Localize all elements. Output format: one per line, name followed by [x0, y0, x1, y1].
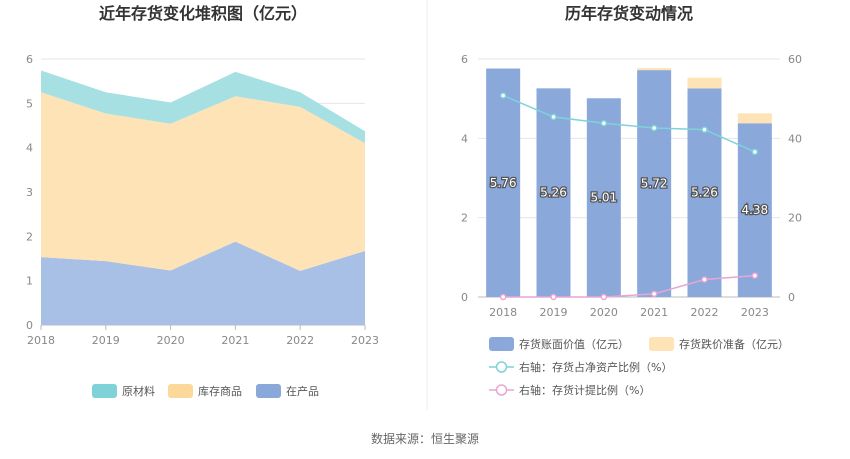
left-y-tick-label: 6 — [26, 53, 33, 66]
right-legend-marker — [495, 361, 508, 373]
point-inventory-to-net-assets — [751, 148, 759, 156]
right-legend-label: 存货账面价值（亿元） — [519, 337, 629, 351]
bar-impairment-provision — [737, 113, 772, 124]
right-x-tick-label: 2023 — [741, 306, 769, 319]
left-x-tick-label: 2020 — [157, 334, 185, 347]
bar-value-label: 5.01 — [590, 191, 617, 205]
right-x-ticks: 2018 2019 2020 2021 2022 2023 — [489, 306, 769, 319]
left-y-tick-label: 0 — [26, 319, 33, 332]
right-legend-label: 存货跌价准备（亿元） — [679, 337, 789, 351]
right-legend-swatch — [489, 337, 514, 351]
bar-book-value — [687, 88, 722, 297]
point-provision-ratio — [499, 293, 507, 301]
area-在产品 — [41, 241, 365, 325]
point-provision-ratio — [650, 290, 658, 298]
right-x-tick-label: 2019 — [540, 306, 568, 319]
left-legend-swatch — [256, 384, 281, 398]
bar-book-value — [586, 98, 621, 298]
left-legend-swatch — [168, 384, 193, 398]
left-x-tick-label: 2019 — [92, 334, 120, 347]
bar-book-value — [486, 68, 521, 298]
right-bars — [486, 68, 772, 298]
left-x-tick-label: 2023 — [351, 334, 379, 347]
right-grid — [478, 58, 780, 298]
point-provision-ratio — [701, 276, 708, 283]
left-x-tick-label: 2021 — [221, 334, 249, 347]
bar-impairment-provision — [687, 77, 722, 89]
right-y2-tick-label: 60 — [788, 53, 802, 66]
right-y-tick-label: 0 — [461, 291, 468, 304]
right-y-tick-label: 2 — [461, 212, 468, 225]
data-source: 数据来源：恒生聚源 — [371, 431, 479, 446]
bar-value-label: 4.38 — [741, 203, 768, 217]
left-legend-label: 库存商品 — [198, 384, 242, 398]
right-y-ticks: 0 2 4 6 — [461, 53, 468, 304]
right-legend-label: 右轴：存货计提比例（%） — [519, 383, 650, 397]
right-y2-tick-label: 0 — [788, 291, 795, 304]
left-legend-label: 在产品 — [286, 384, 319, 398]
left-y-tick-label: 4 — [26, 142, 33, 155]
right-chart-title: 历年存货变动情况 — [565, 4, 693, 23]
bar-value-label: 5.72 — [641, 177, 668, 191]
point-provision-ratio — [751, 272, 759, 279]
bar-book-value — [637, 70, 672, 298]
area-库存商品 — [41, 92, 365, 271]
right-x-tick-label: 2021 — [640, 306, 668, 319]
bar-value-label: 5.26 — [691, 186, 718, 200]
bar-value-label: 5.76 — [490, 176, 517, 190]
left-chart-title: 近年存货变化堆积图（亿元） — [99, 4, 307, 23]
right-y2-ticks: 0 20 40 60 — [788, 53, 802, 304]
right-legend: 存货账面价值（亿元） 存货跌价准备（亿元） 右轴：存货占净资产比例（%） 右轴：存货计… — [489, 337, 789, 397]
line-inventory-to-net-assets — [502, 94, 756, 153]
left-legend-label: 原材料 — [122, 384, 155, 398]
left-y-tick-label: 2 — [26, 230, 33, 243]
line-provision-ratio — [503, 274, 755, 298]
left-areas — [41, 70, 365, 325]
right-x-tick-label: 2018 — [489, 306, 517, 319]
left-x-ticks: 2018 2019 2020 2021 2022 2023 — [27, 325, 379, 347]
point-provision-ratio — [550, 293, 557, 301]
left-x-tick-label: 2018 — [27, 334, 55, 347]
right-y2-tick-label: 40 — [788, 132, 802, 145]
bar-line-chart: 历年存货变动情况 5.76 5.26 5.01 5.72 5.26 4.38 0 2 4 6 0… — [461, 4, 802, 397]
right-legend-swatch — [649, 337, 674, 351]
left-y-tick-label: 1 — [26, 275, 33, 288]
left-x-tick-label: 2022 — [286, 334, 314, 347]
point-inventory-to-net-assets — [650, 124, 658, 132]
right-bar-labels: 5.76 5.26 5.01 5.72 5.26 4.38 — [489, 175, 770, 219]
right-legend-marker — [495, 384, 508, 396]
point-provision-ratio — [600, 293, 608, 301]
point-inventory-to-net-assets — [550, 113, 557, 121]
right-x-tick-label: 2020 — [590, 306, 618, 319]
bar-book-value — [536, 88, 571, 297]
left-y-tick-label: 5 — [26, 97, 33, 110]
right-lines — [499, 92, 759, 301]
left-legend-swatch — [92, 384, 117, 398]
left-y-tick-label: 3 — [26, 186, 33, 199]
right-legend-label: 右轴：存货占净资产比例（%） — [519, 360, 672, 374]
right-x-tick-label: 2022 — [691, 306, 719, 319]
bar-impairment-provision — [637, 68, 672, 71]
point-inventory-to-net-assets — [499, 92, 507, 99]
left-y-ticks: 0 1 2 3 4 5 6 — [26, 53, 33, 332]
right-y2-tick-label: 20 — [788, 212, 802, 225]
point-inventory-to-net-assets — [600, 120, 608, 127]
left-legend: 原材料 库存商品 在产品 — [92, 384, 319, 398]
bar-value-label: 5.26 — [540, 186, 567, 200]
right-y-tick-label: 4 — [461, 132, 468, 145]
area-原材料 — [41, 70, 365, 144]
point-inventory-to-net-assets — [701, 126, 708, 133]
right-y-tick-label: 6 — [461, 53, 468, 66]
